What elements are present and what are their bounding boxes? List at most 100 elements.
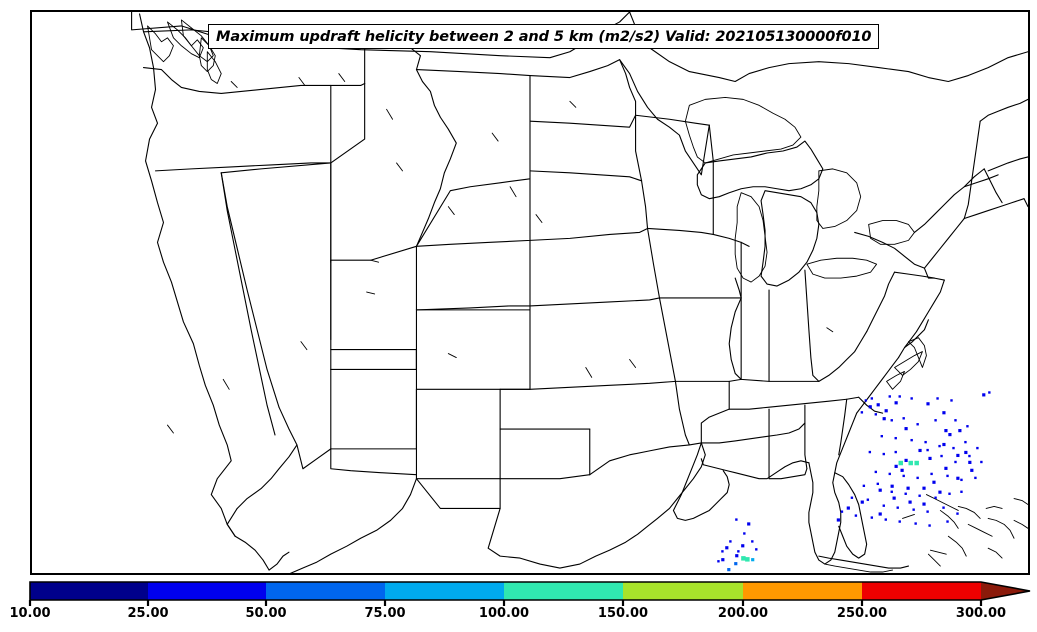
data-point [898, 460, 904, 466]
data-point [902, 474, 905, 478]
colorbar-tick-label: 10.00 [9, 606, 51, 621]
data-point [926, 510, 929, 513]
data-point [948, 492, 951, 495]
map-canvas [32, 12, 1028, 573]
data-point [735, 554, 739, 558]
colorbar-tick-label: 250.00 [836, 606, 888, 621]
colorbar-tick-label: 300.00 [955, 606, 1007, 621]
data-point [751, 558, 755, 562]
data-point [894, 450, 897, 454]
data-point [914, 522, 917, 525]
colorbar-tick-label: 75.00 [364, 606, 406, 621]
data-point [936, 397, 939, 400]
colorbar-segment [266, 582, 385, 600]
colorbar-canvas [28, 581, 1031, 606]
data-point [894, 464, 898, 468]
data-point [916, 423, 919, 426]
data-point [894, 436, 897, 440]
data-point [755, 548, 758, 551]
data-point [870, 516, 874, 519]
data-point [902, 417, 905, 420]
colorbar-tick-labels: 10.00 25.00 50.00 75.00 100.00 150.00 200.00 25… [0, 606, 1037, 632]
data-point [892, 496, 896, 500]
data-point [876, 482, 879, 486]
data-point [956, 512, 959, 515]
data-point [954, 460, 957, 464]
data-point [888, 395, 891, 398]
geography-outlines [132, 12, 1028, 573]
data-point [922, 502, 926, 506]
data-point [874, 413, 878, 416]
colorbar-overflow-arrow [981, 582, 1030, 600]
data-point [890, 490, 893, 493]
data-point [932, 480, 936, 484]
data-point [836, 518, 840, 522]
data-point [906, 486, 910, 490]
data-point [734, 562, 738, 566]
data-point [960, 478, 963, 482]
colorbar-segment [743, 582, 862, 600]
data-point [846, 506, 850, 510]
data-point [745, 557, 750, 562]
data-point [926, 402, 930, 406]
colorbar-segment [862, 582, 981, 600]
data-point [910, 438, 913, 442]
data-point [976, 446, 979, 450]
data-point [926, 448, 929, 452]
colorbar-tick-label: 100.00 [478, 606, 530, 621]
colorbar-tick-label: 200.00 [717, 606, 769, 621]
data-point [898, 520, 901, 523]
data-point [960, 490, 963, 493]
data-point [924, 440, 927, 444]
colorbar-segment [385, 582, 504, 600]
data-point [721, 558, 725, 562]
data-point [882, 504, 885, 507]
data-point [717, 560, 720, 563]
data-point [916, 476, 919, 480]
data-point [956, 476, 960, 480]
data-point [914, 460, 919, 466]
data-point [868, 450, 872, 454]
data-point [908, 460, 913, 466]
data-point [864, 399, 868, 402]
data-point [896, 506, 899, 509]
data-point [741, 544, 745, 548]
data-point [874, 470, 878, 474]
data-point [882, 452, 885, 456]
data-point [860, 411, 864, 414]
colorbar-segment [30, 582, 148, 600]
map-title-text: Maximum updraft helicity between 2 and 5… [216, 28, 872, 45]
data-point [942, 411, 946, 415]
colorbar-tick-label: 50.00 [245, 606, 287, 621]
data-point [954, 419, 957, 422]
data-point [751, 540, 754, 543]
data-point [850, 496, 854, 499]
data-point [918, 448, 922, 453]
data-point [904, 458, 908, 462]
data-point [727, 568, 731, 572]
colorbar: 10.00 25.00 50.00 75.00 100.00 150.00 200.00 25… [0, 578, 1037, 632]
data-point [743, 532, 746, 535]
data-point [938, 490, 942, 494]
data-point [904, 427, 908, 431]
data-point [946, 520, 949, 523]
colorbar-segment [148, 582, 266, 600]
data-point [878, 488, 882, 492]
data-point [888, 472, 891, 476]
map-title-box: Maximum updraft helicity between 2 and 5… [208, 24, 880, 49]
colorbar-segment [623, 582, 743, 600]
data-point [737, 550, 740, 553]
colorbar-outline [29, 581, 1031, 601]
data-point [866, 498, 870, 501]
data-point [721, 550, 724, 553]
data-point [854, 514, 858, 517]
data-point [956, 453, 960, 458]
map-panel: Maximum updraft helicity between 2 and 5… [30, 10, 1030, 575]
data-point [747, 522, 751, 526]
data-point [890, 419, 893, 422]
data-point [876, 403, 880, 407]
data-point [900, 468, 904, 472]
data-point [868, 405, 872, 409]
data-point [934, 419, 937, 422]
